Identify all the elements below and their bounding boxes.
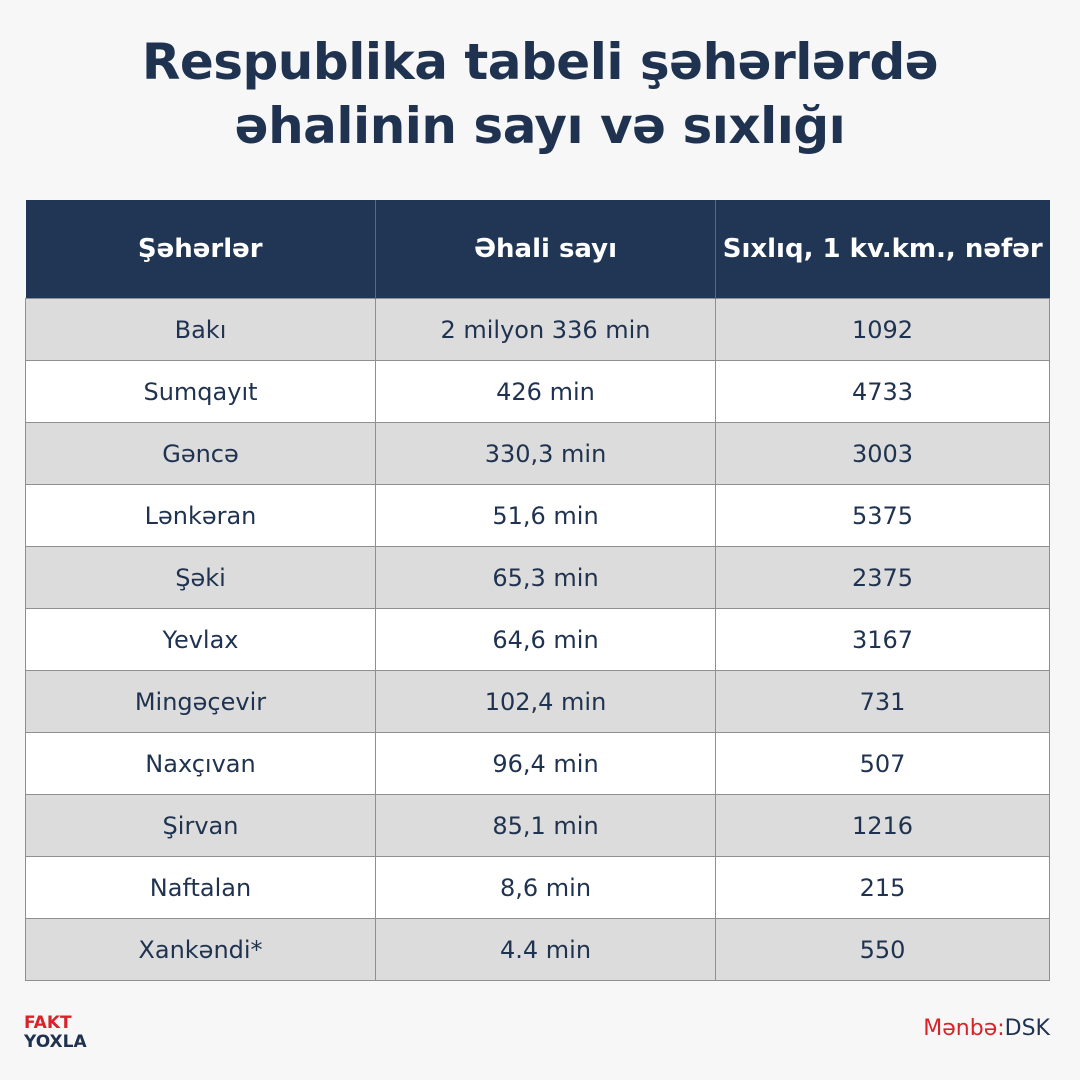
- table-header-row: Şəhərlər Əhali sayı Sıxlıq, 1 kv.km., nə…: [25, 200, 1050, 299]
- title-line-2: əhalinin sayı və sıxlığı: [234, 97, 846, 155]
- cell-city: Şirvan: [25, 794, 376, 857]
- cell-city: Yevlax: [25, 608, 376, 671]
- table-row: Naxçıvan 96,4 min 507: [25, 732, 1050, 795]
- cell-city: Şəki: [25, 546, 376, 609]
- cell-population: 96,4 min: [375, 732, 716, 795]
- cell-population: 4.4 min: [375, 918, 716, 981]
- header-density: Sıxlıq, 1 kv.km., nəfər: [715, 200, 1050, 299]
- table-row: Şəki 65,3 min 2375: [25, 546, 1050, 609]
- cell-city: Sumqayıt: [25, 360, 376, 423]
- cell-population: 64,6 min: [375, 608, 716, 671]
- cell-density: 1216: [715, 794, 1050, 857]
- table-row: Sumqayıt 426 min 4733: [25, 360, 1050, 423]
- cell-city: Lənkəran: [25, 484, 376, 547]
- table-row: Lənkəran 51,6 min 5375: [25, 484, 1050, 547]
- title-line-1: Respublika tabeli şəhərlərdə: [141, 33, 939, 91]
- cell-density: 5375: [715, 484, 1050, 547]
- header-population: Əhali sayı: [375, 200, 716, 299]
- cell-density: 550: [715, 918, 1050, 981]
- cell-population: 426 min: [375, 360, 716, 423]
- cell-density: 507: [715, 732, 1050, 795]
- cell-population: 65,3 min: [375, 546, 716, 609]
- source-label: Mənbə:: [923, 1016, 1005, 1041]
- table-row: Bakı 2 milyon 336 min 1092: [25, 298, 1050, 361]
- cell-city: Bakı: [25, 298, 376, 361]
- source-value: DSK: [1004, 1016, 1050, 1041]
- cell-population: 51,6 min: [375, 484, 716, 547]
- population-table: Şəhərlər Əhali sayı Sıxlıq, 1 kv.km., nə…: [25, 200, 1050, 981]
- logo-line-1: FAKT: [24, 1013, 72, 1033]
- cell-city: Naxçıvan: [25, 732, 376, 795]
- cell-population: 2 milyon 336 min: [375, 298, 716, 361]
- table-row: Xankəndi* 4.4 min 550: [25, 918, 1050, 981]
- cell-city: Naftalan: [25, 856, 376, 919]
- cell-population: 8,6 min: [375, 856, 716, 919]
- cell-city: Xankəndi*: [25, 918, 376, 981]
- cell-density: 3003: [715, 422, 1050, 485]
- table-row: Şirvan 85,1 min 1216: [25, 794, 1050, 857]
- cell-density: 3167: [715, 608, 1050, 671]
- cell-density: 1092: [715, 298, 1050, 361]
- fakt-yoxla-logo: FAKT YOXLA: [24, 1014, 87, 1052]
- table-row: Yevlax 64,6 min 3167: [25, 608, 1050, 671]
- cell-population: 330,3 min: [375, 422, 716, 485]
- table-row: Gəncə 330,3 min 3003: [25, 422, 1050, 485]
- cell-city: Gəncə: [25, 422, 376, 485]
- cell-density: 731: [715, 670, 1050, 733]
- cell-density: 2375: [715, 546, 1050, 609]
- cell-population: 102,4 min: [375, 670, 716, 733]
- table-row: Naftalan 8,6 min 215: [25, 856, 1050, 919]
- header-cities: Şəhərlər: [25, 200, 376, 299]
- cell-population: 85,1 min: [375, 794, 716, 857]
- cell-city: Mingəçevir: [25, 670, 376, 733]
- page-title: Respublika tabeli şəhərlərdə əhalinin sa…: [0, 30, 1080, 158]
- cell-density: 4733: [715, 360, 1050, 423]
- logo-line-2: YOXLA: [24, 1032, 87, 1052]
- cell-density: 215: [715, 856, 1050, 919]
- table-row: Mingəçevir 102,4 min 731: [25, 670, 1050, 733]
- source-note: Mənbə:DSK: [923, 1016, 1050, 1041]
